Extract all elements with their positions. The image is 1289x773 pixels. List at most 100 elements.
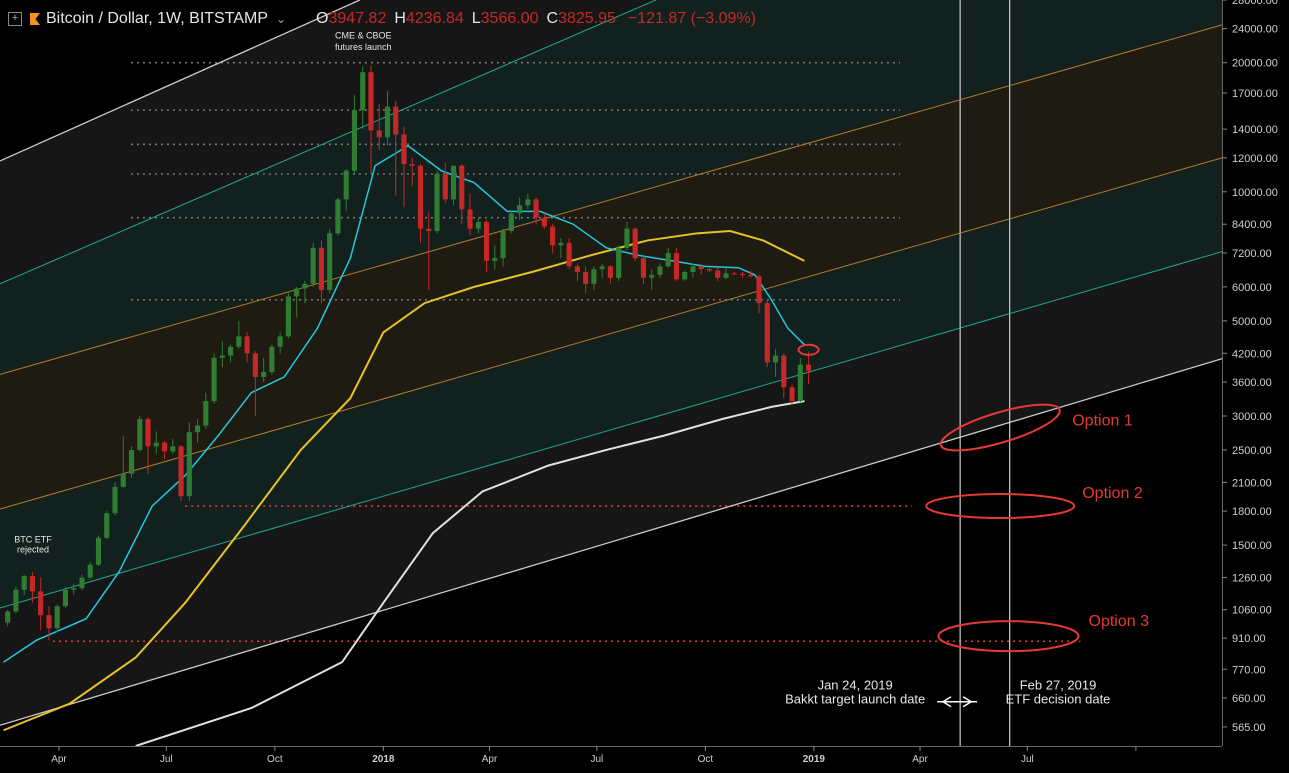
annotation-text: Bakkt target launch date	[785, 692, 925, 707]
price-axis-panel	[1222, 0, 1289, 773]
candle-body	[789, 387, 795, 402]
candle-body	[351, 110, 358, 171]
candle-body	[236, 336, 242, 347]
option-label: Option 3	[1089, 613, 1150, 630]
price-tick-label: 12000.00	[1232, 153, 1278, 165]
candle-body	[95, 537, 102, 565]
open-key: O	[316, 10, 329, 27]
candle-body	[632, 228, 638, 259]
candle-body	[500, 231, 506, 259]
candle-body	[153, 442, 159, 447]
candle-body	[541, 217, 547, 227]
candle-body	[203, 401, 209, 426]
option-ellipse	[939, 403, 1061, 452]
symbol-title[interactable]: Bitcoin / Dollar, 1W, BITSTAMP	[46, 10, 268, 27]
candle-body	[583, 271, 589, 284]
option-label: Option 2	[1082, 485, 1143, 502]
candle-body	[252, 353, 258, 377]
candlesticks	[5, 65, 812, 641]
time-tick-label: 2019	[803, 754, 826, 765]
candle-body	[657, 266, 663, 275]
change-value: −121.87 (−3.09%)	[627, 10, 756, 27]
candle-body	[401, 134, 407, 165]
candle-body	[607, 266, 613, 278]
candle-body	[748, 274, 754, 277]
candle-body	[302, 283, 308, 289]
candle-body	[244, 336, 250, 354]
candle-body	[599, 266, 605, 270]
candle-body	[277, 336, 283, 347]
chevron-down-icon[interactable]: ⌄	[275, 12, 287, 26]
candle-body	[483, 222, 490, 261]
high-key: H	[394, 10, 406, 27]
candle-body	[13, 589, 19, 612]
price-tick-label: 770.00	[1232, 664, 1266, 676]
candle-body	[393, 106, 399, 135]
candle-body	[87, 564, 93, 578]
candle-body	[665, 252, 671, 267]
annotation-text: rejected	[17, 545, 49, 555]
candle-body	[137, 419, 143, 450]
bitstamp-logo-icon	[30, 13, 40, 25]
candle-body	[195, 425, 201, 433]
candle-body	[219, 355, 225, 358]
channel-line-inner-lower	[0, 157, 1222, 510]
candle-body	[29, 576, 35, 592]
candle-body	[261, 371, 267, 377]
candle-body	[46, 615, 52, 629]
candle-body	[104, 513, 110, 538]
candle-body	[649, 274, 655, 278]
price-axis[interactable]: 565.00 660.00 770.00 910.00 1060.00 1260.00 15…	[1222, 0, 1289, 773]
price-tick-label: 4200.00	[1232, 348, 1272, 360]
ema-fast-line	[3, 144, 805, 663]
price-tick-label: 2100.00	[1232, 477, 1272, 489]
channel-line-outer-upper	[0, 0, 361, 162]
price-tick-label: 28000.00	[1232, 0, 1278, 7]
candle-body	[426, 228, 432, 232]
low-key: L	[471, 10, 481, 27]
price-tick-label: 17000.00	[1232, 88, 1278, 100]
candle-body	[285, 296, 291, 337]
candle-body	[310, 247, 316, 284]
candle-body	[54, 606, 60, 629]
chart-header: + Bitcoin / Dollar, 1W, BITSTAMP ⌄ O 394…	[8, 8, 756, 30]
candle-body	[368, 72, 374, 131]
channel-line-inner-upper	[0, 24, 1222, 375]
ma-50-line	[3, 229, 805, 732]
channel-line-outer-lower	[0, 358, 1222, 726]
candle-body	[459, 165, 465, 210]
candle-body	[682, 271, 688, 280]
candle-body	[409, 164, 415, 166]
candle-body	[475, 222, 481, 229]
annotations-layer: Option 1 Option 2 Option 3 CME & CBOE future…	[14, 30, 1150, 708]
price-tick-label: 1500.00	[1232, 540, 1272, 552]
price-tick-label: 910.00	[1232, 633, 1266, 645]
candle-body	[673, 252, 680, 280]
price-tick-label: 3600.00	[1232, 377, 1272, 389]
price-tick-label: 14000.00	[1232, 124, 1278, 136]
plus-square-icon[interactable]: +	[8, 12, 22, 26]
last-candle-marker	[797, 343, 820, 356]
candle-body	[764, 303, 770, 363]
price-tick-label: 7200.00	[1232, 248, 1272, 260]
channel-line-mid-lower	[0, 251, 1222, 609]
annotation-text: Jan 24, 2019	[818, 678, 893, 693]
time-tick-label: Apr	[51, 754, 67, 765]
arrow-left-icon	[941, 696, 952, 708]
annotation-text: Feb 27, 2019	[1020, 678, 1097, 693]
candle-body	[170, 446, 176, 452]
price-tick-label: 6000.00	[1232, 282, 1272, 294]
candle-body	[211, 357, 217, 402]
candle-body	[71, 588, 77, 590]
candle-body	[772, 355, 779, 363]
candle-body	[591, 269, 597, 284]
time-tick-label: Apr	[482, 754, 498, 765]
candle-body	[756, 276, 762, 304]
candle-body	[79, 577, 85, 589]
channel-line-mid-upper	[0, 0, 657, 285]
time-tick-label: Jul	[590, 754, 603, 765]
time-axis[interactable]: Apr Jul Oct 2018 Apr Jul Oct 2019 Apr Jul	[0, 746, 1289, 773]
candle-body	[715, 270, 721, 278]
time-tick-label: Oct	[267, 754, 283, 765]
